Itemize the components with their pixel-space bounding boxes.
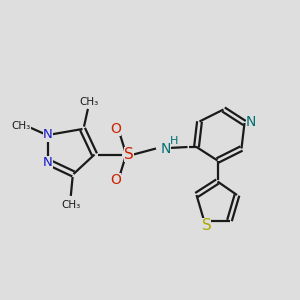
Text: O: O xyxy=(110,173,121,187)
Text: N: N xyxy=(43,155,53,169)
Text: CH₃: CH₃ xyxy=(11,121,31,131)
Text: CH₃: CH₃ xyxy=(79,97,98,107)
Text: N: N xyxy=(160,142,171,156)
Text: N: N xyxy=(43,128,53,142)
Text: H: H xyxy=(170,136,178,146)
Text: CH₃: CH₃ xyxy=(61,200,80,210)
Text: S: S xyxy=(202,218,211,233)
Text: O: O xyxy=(110,122,121,136)
Text: S: S xyxy=(124,147,134,162)
Text: N: N xyxy=(246,115,256,129)
